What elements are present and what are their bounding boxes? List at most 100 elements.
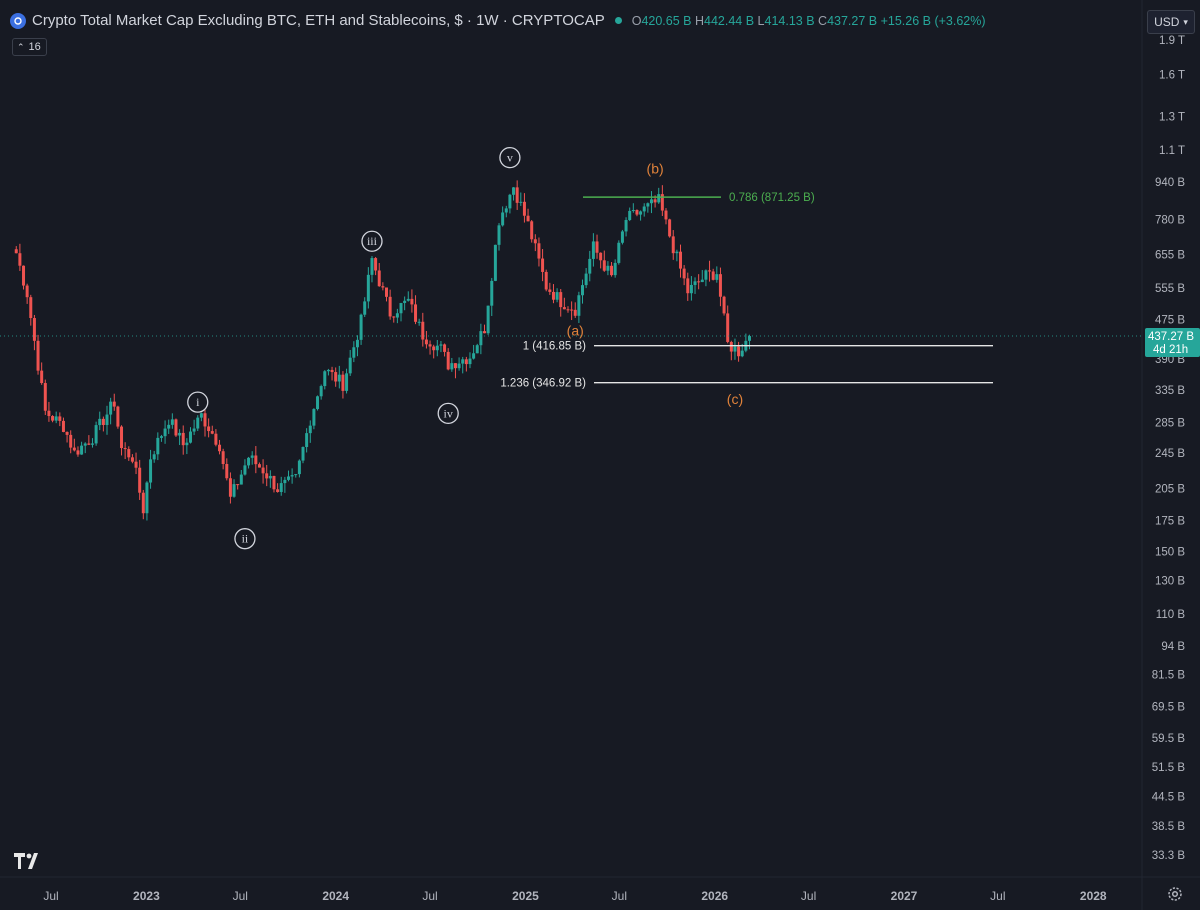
candle-body[interactable] bbox=[181, 432, 185, 446]
candle-body[interactable] bbox=[446, 351, 450, 370]
candle-body[interactable] bbox=[276, 489, 280, 492]
candle-body[interactable] bbox=[337, 374, 341, 382]
candle-body[interactable] bbox=[711, 271, 715, 280]
candle-body[interactable] bbox=[682, 268, 686, 279]
candle-body[interactable] bbox=[443, 344, 447, 352]
candle-body[interactable] bbox=[145, 482, 149, 514]
candle-body[interactable] bbox=[628, 210, 632, 221]
candle-body[interactable] bbox=[22, 265, 26, 286]
candle-body[interactable] bbox=[581, 285, 585, 296]
candle-body[interactable] bbox=[105, 414, 109, 425]
candle-body[interactable] bbox=[51, 416, 55, 421]
candle-body[interactable] bbox=[671, 236, 675, 254]
candle-body[interactable] bbox=[40, 370, 44, 384]
candle-body[interactable] bbox=[570, 309, 574, 311]
candle-body[interactable] bbox=[261, 467, 265, 474]
candle-body[interactable] bbox=[700, 279, 704, 283]
candle-body[interactable] bbox=[740, 350, 744, 357]
candle-body[interactable] bbox=[566, 309, 570, 311]
candle-body[interactable] bbox=[192, 428, 196, 432]
candle-body[interactable] bbox=[221, 451, 225, 465]
candle-body[interactable] bbox=[599, 252, 603, 261]
candle-body[interactable] bbox=[483, 331, 487, 334]
candle-body[interactable] bbox=[497, 225, 501, 245]
candle-body[interactable] bbox=[708, 270, 712, 272]
candle-body[interactable] bbox=[188, 431, 192, 443]
candle-body[interactable] bbox=[90, 443, 94, 445]
candle-body[interactable] bbox=[664, 210, 668, 220]
candle-body[interactable] bbox=[286, 476, 290, 480]
candle-body[interactable] bbox=[250, 455, 254, 458]
candle-body[interactable] bbox=[272, 475, 276, 490]
candle-body[interactable] bbox=[486, 305, 490, 334]
candle-body[interactable] bbox=[668, 219, 672, 237]
candle-body[interactable] bbox=[94, 425, 98, 444]
candle-body[interactable] bbox=[722, 296, 726, 314]
candle-body[interactable] bbox=[170, 419, 174, 425]
candle-body[interactable] bbox=[18, 253, 22, 266]
candle-body[interactable] bbox=[156, 437, 160, 455]
candle-body[interactable] bbox=[417, 321, 421, 323]
candle-body[interactable] bbox=[697, 281, 701, 283]
candle-body[interactable] bbox=[149, 459, 153, 483]
candle-body[interactable] bbox=[747, 336, 751, 341]
candle-body[interactable] bbox=[595, 241, 599, 253]
candle-body[interactable] bbox=[352, 347, 356, 358]
candle-body[interactable] bbox=[69, 434, 73, 448]
candle-body[interactable] bbox=[236, 484, 240, 486]
candle-body[interactable] bbox=[98, 418, 102, 426]
candle-body[interactable] bbox=[76, 450, 80, 455]
wave-label-circle[interactable] bbox=[499, 146, 521, 169]
candle-body[interactable] bbox=[541, 258, 545, 272]
candle-body[interactable] bbox=[199, 413, 203, 418]
candle-body[interactable] bbox=[432, 346, 436, 351]
candle-body[interactable] bbox=[316, 396, 320, 410]
candle-body[interactable] bbox=[283, 479, 287, 484]
candle-body[interactable] bbox=[159, 436, 163, 438]
candle-body[interactable] bbox=[345, 373, 349, 391]
candle-body[interactable] bbox=[359, 314, 363, 340]
candle-body[interactable] bbox=[715, 274, 719, 280]
candle-body[interactable] bbox=[653, 199, 657, 203]
candle-body[interactable] bbox=[689, 284, 693, 294]
candle-body[interactable] bbox=[686, 278, 690, 294]
candle-body[interactable] bbox=[613, 262, 617, 276]
candle-body[interactable] bbox=[377, 270, 381, 287]
candle-body[interactable] bbox=[123, 448, 127, 450]
candle-body[interactable] bbox=[163, 428, 167, 437]
candle-body[interactable] bbox=[620, 231, 624, 243]
candle-body[interactable] bbox=[508, 194, 512, 209]
candle-body[interactable] bbox=[555, 292, 559, 300]
candle-body[interactable] bbox=[421, 321, 425, 340]
candle-body[interactable] bbox=[729, 341, 733, 352]
candle-body[interactable] bbox=[450, 363, 454, 370]
candle-body[interactable] bbox=[675, 251, 679, 254]
candle-body[interactable] bbox=[207, 426, 211, 432]
candle-body[interactable] bbox=[116, 406, 120, 427]
candle-body[interactable] bbox=[530, 221, 534, 240]
candle-body[interactable] bbox=[152, 454, 156, 460]
candle-body[interactable] bbox=[660, 194, 664, 211]
candle-body[interactable] bbox=[363, 301, 367, 315]
candle-body[interactable] bbox=[544, 271, 548, 290]
candle-body[interactable] bbox=[134, 461, 138, 468]
candle-body[interactable] bbox=[399, 303, 403, 314]
candle-body[interactable] bbox=[562, 307, 566, 310]
candle-body[interactable] bbox=[395, 313, 399, 318]
candle-body[interactable] bbox=[501, 212, 505, 226]
candle-body[interactable] bbox=[25, 285, 29, 298]
candle-body[interactable] bbox=[424, 339, 428, 345]
candle-body[interactable] bbox=[374, 258, 378, 271]
candle-body[interactable] bbox=[120, 426, 124, 449]
candle-body[interactable] bbox=[617, 242, 621, 263]
candle-body[interactable] bbox=[265, 473, 269, 479]
candle-body[interactable] bbox=[384, 287, 388, 297]
candle-body[interactable] bbox=[646, 203, 650, 207]
candle-body[interactable] bbox=[323, 371, 327, 387]
candle-body[interactable] bbox=[381, 286, 385, 288]
candle-body[interactable] bbox=[312, 409, 316, 426]
candle-body[interactable] bbox=[341, 374, 345, 391]
candle-body[interactable] bbox=[366, 274, 370, 302]
candle-body[interactable] bbox=[584, 273, 588, 286]
candle-body[interactable] bbox=[537, 243, 541, 259]
